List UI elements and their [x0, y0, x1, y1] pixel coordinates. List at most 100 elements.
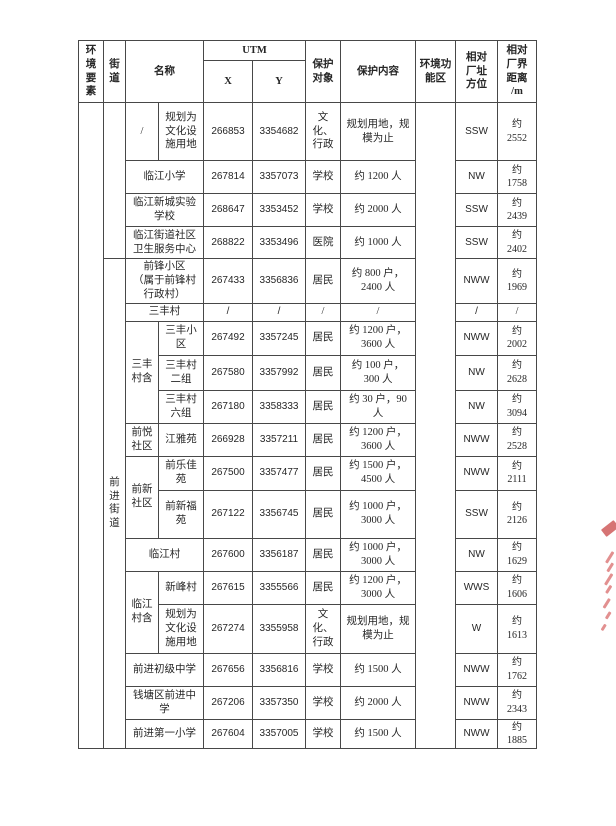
distance-cell: 约 1762: [497, 652, 537, 687]
name-cell: 前进第一小学: [125, 718, 204, 749]
utm-y-cell: 3356816: [252, 652, 306, 687]
utm-x-cell: 267274: [203, 603, 253, 654]
utm-y-cell: 3353452: [252, 193, 306, 227]
utm-y-cell: 3357073: [252, 160, 306, 194]
object-cell: 居民: [305, 455, 341, 491]
header-distance: 相对 厂界 距离 /m: [497, 40, 537, 103]
utm-y-cell: 3356187: [252, 537, 306, 572]
seal-mark: [603, 573, 614, 586]
group-cell: 三丰 村含: [125, 320, 159, 424]
utm-x-cell: /: [203, 302, 253, 322]
utm-x-cell: 266853: [203, 102, 253, 161]
direction-cell: SSW: [455, 226, 498, 259]
content-cell: 约 1200 户， 3000 人: [340, 570, 416, 605]
name-cell: 临江小学: [125, 160, 204, 194]
name-cell: 江雅苑: [158, 422, 204, 457]
utm-y-cell: 3357992: [252, 354, 306, 391]
red-seal-fragment: [598, 520, 616, 642]
name-cell: 三丰村 六组: [158, 389, 204, 424]
utm-x-cell: 267206: [203, 685, 253, 720]
direction-cell: SSW: [455, 102, 498, 161]
name-cell: 前新福 苑: [158, 489, 204, 539]
name-cell: 三丰村: [125, 302, 204, 322]
distance-cell: 约 2628: [497, 354, 537, 391]
content-cell: 约 1000 户， 3000 人: [340, 537, 416, 572]
utm-x-cell: 267656: [203, 652, 253, 687]
direction-cell: NW: [455, 160, 498, 194]
name-cell: 前乐佳 苑: [158, 455, 204, 491]
distance-cell: 约 2439: [497, 193, 537, 227]
name-cell: 三丰村 二组: [158, 354, 204, 391]
direction-cell: NWW: [455, 320, 498, 356]
env-element-cell: [78, 102, 104, 749]
direction-cell: NW: [455, 354, 498, 391]
content-cell: 约 30 户，90 人: [340, 389, 416, 424]
utm-y-cell: /: [252, 302, 306, 322]
content-cell: 约 2000 人: [340, 193, 416, 227]
distance-cell: 约 1613: [497, 603, 537, 654]
direction-cell: NWW: [455, 422, 498, 457]
seal-mark: [604, 551, 615, 564]
object-cell: 居民: [305, 422, 341, 457]
object-cell: /: [305, 302, 341, 322]
content-cell: 约 1500 人: [340, 652, 416, 687]
name-cell: 规划为 文化设 施用地: [158, 603, 204, 654]
content-cell: 规划用地，规 模为止: [340, 603, 416, 654]
distance-cell: 约 1629: [497, 537, 537, 572]
header-street: 街 道: [103, 40, 126, 103]
header-env-zone: 环境功 能区: [415, 40, 456, 103]
utm-x-cell: 268822: [203, 226, 253, 259]
utm-x-cell: 267433: [203, 258, 253, 304]
direction-cell: SSW: [455, 193, 498, 227]
content-cell: 约 1200 人: [340, 160, 416, 194]
direction-cell: NW: [455, 389, 498, 424]
content-cell: 约 100 户， 300 人: [340, 354, 416, 391]
object-cell: 学校: [305, 718, 341, 749]
object-cell: 学校: [305, 193, 341, 227]
group-cell: /: [125, 102, 159, 161]
utm-x-cell: 267604: [203, 718, 253, 749]
name-cell: 三丰小 区: [158, 320, 204, 356]
content-cell: 约 2000 人: [340, 685, 416, 720]
object-cell: 医院: [305, 226, 341, 259]
direction-cell: NWW: [455, 685, 498, 720]
content-cell: /: [340, 302, 416, 322]
utm-x-cell: 267492: [203, 320, 253, 356]
utm-y-cell: 3357245: [252, 320, 306, 356]
group-cell: 临江 村含: [125, 570, 159, 654]
direction-cell: /: [455, 302, 498, 322]
header-name: 名称: [125, 40, 204, 103]
seal-mark: [605, 584, 612, 594]
object-cell: 学校: [305, 160, 341, 194]
distance-cell: 约 2002: [497, 320, 537, 356]
object-cell: 居民: [305, 570, 341, 605]
direction-cell: WWS: [455, 570, 498, 605]
content-cell: 约 1000 户， 3000 人: [340, 489, 416, 539]
distance-cell: 约 2343: [497, 685, 537, 720]
distance-cell: 约 2111: [497, 455, 537, 491]
name-cell: 临江村: [125, 537, 204, 572]
seal-mark: [600, 520, 616, 537]
utm-y-cell: 3356745: [252, 489, 306, 539]
content-cell: 约 1000 人: [340, 226, 416, 259]
content-cell: 约 1500 户， 4500 人: [340, 455, 416, 491]
direction-cell: NWW: [455, 718, 498, 749]
object-cell: 学校: [305, 685, 341, 720]
utm-y-cell: 3355566: [252, 570, 306, 605]
seal-mark: [606, 562, 614, 573]
header-env-element: 环 境 要 素: [78, 40, 104, 103]
distance-cell: 约 1885: [497, 718, 537, 749]
object-cell: 文 化、 行政: [305, 603, 341, 654]
seal-mark: [604, 611, 612, 620]
object-cell: 居民: [305, 354, 341, 391]
utm-x-cell: 267580: [203, 354, 253, 391]
utm-y-cell: 3354682: [252, 102, 306, 161]
name-cell: 钱塘区前进中 学: [125, 685, 204, 720]
direction-cell: NW: [455, 537, 498, 572]
utm-x-cell: 267122: [203, 489, 253, 539]
name-cell: 临江新城实验 学校: [125, 193, 204, 227]
utm-x-cell: 268647: [203, 193, 253, 227]
group-cell: 前悦 社区: [125, 422, 159, 457]
distance-cell: 约 1969: [497, 258, 537, 304]
